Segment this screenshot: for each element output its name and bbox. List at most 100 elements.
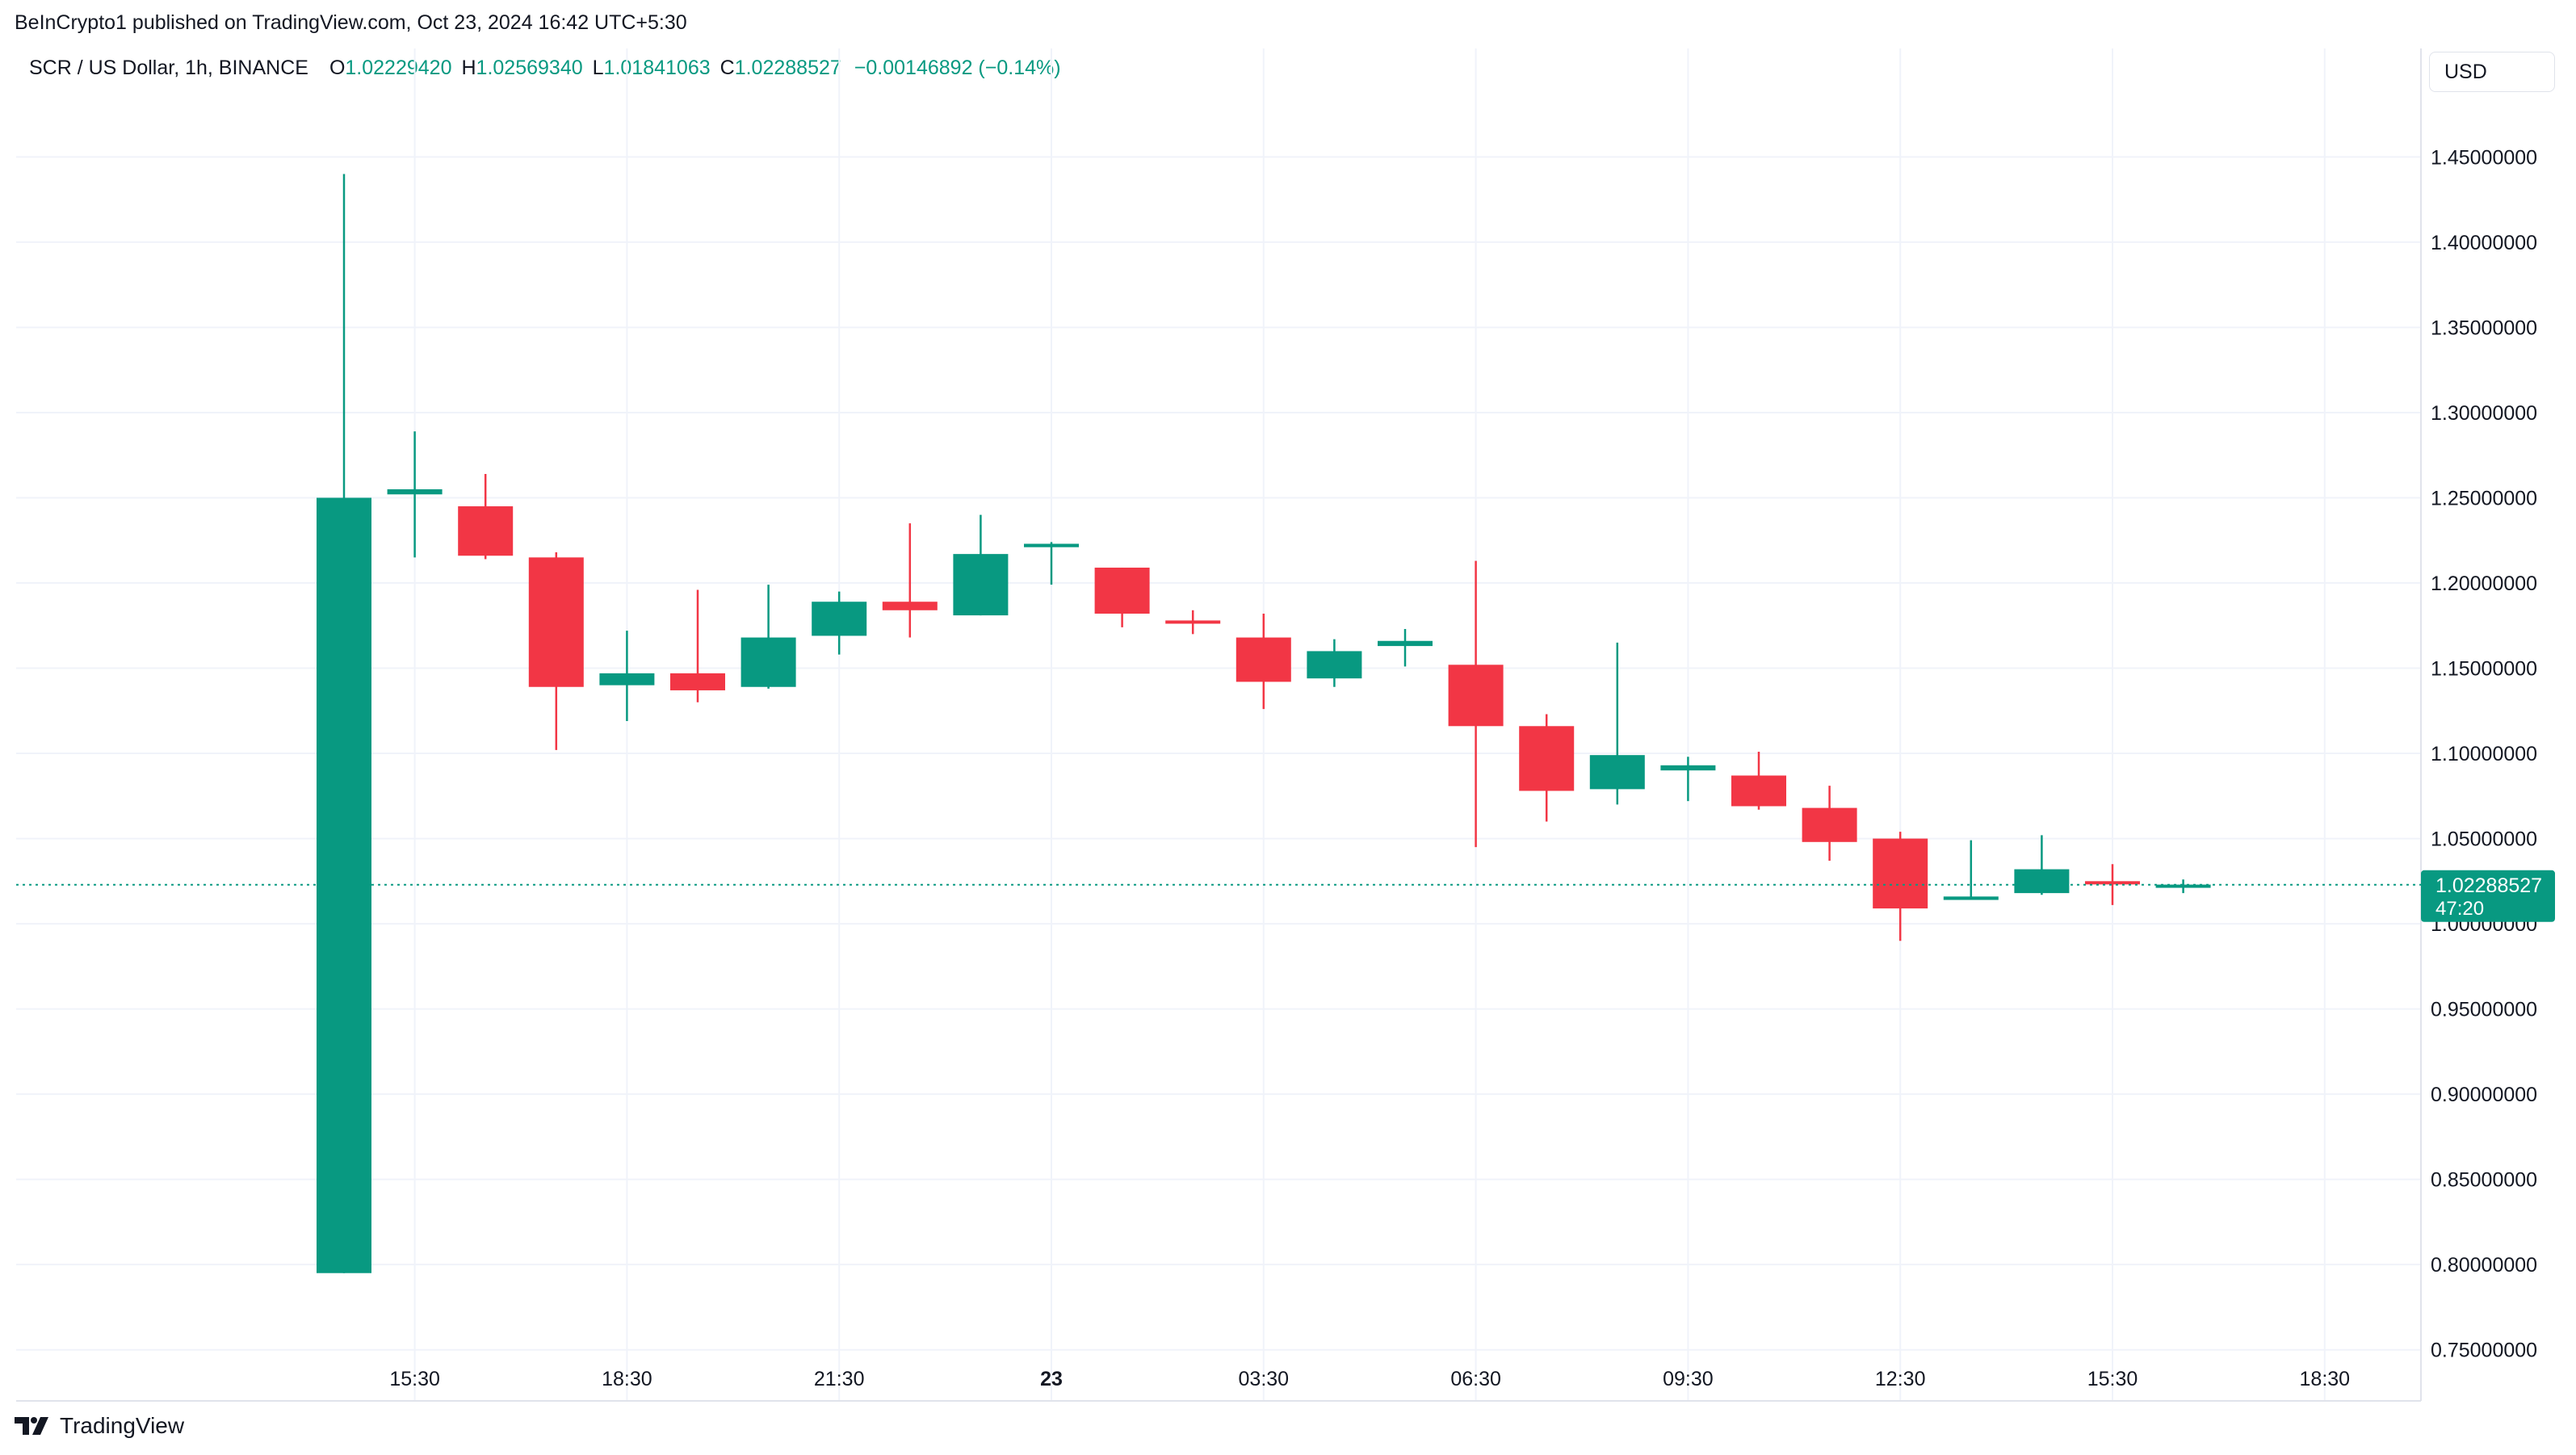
open-value: 1.02229420 <box>345 57 452 79</box>
y-tick-label: 1.35000000 <box>2431 317 2537 339</box>
y-tick-label: 1.40000000 <box>2431 232 2537 254</box>
candle-down <box>528 552 584 750</box>
y-tick-label: 1.05000000 <box>2431 828 2537 851</box>
currency-button[interactable]: USD <box>2429 52 2555 92</box>
candle-body <box>317 497 371 1273</box>
y-tick-label: 0.85000000 <box>2431 1169 2537 1192</box>
change-value: −0.00146892 (−0.14%) <box>854 57 1061 79</box>
high-value: 1.02569340 <box>476 57 583 79</box>
candle-body <box>670 673 725 690</box>
candle-body <box>1731 775 1786 807</box>
candle-body <box>387 488 443 495</box>
candle-body <box>1165 620 1221 624</box>
candle-down <box>882 523 938 638</box>
candle-body <box>2155 884 2211 888</box>
candle-body <box>1307 651 1362 679</box>
candle-body <box>953 554 1009 616</box>
high-label: H <box>461 57 476 79</box>
candle-down <box>670 589 725 702</box>
x-tick-label: 15:30 <box>2087 1368 2138 1390</box>
candle-up <box>812 591 867 655</box>
candle-body <box>1236 637 1291 682</box>
open-label: O <box>329 57 346 79</box>
publisher-caption: BeInCrypto1 published on TradingView.com… <box>15 11 687 34</box>
tradingview-brand: TradingView <box>60 1413 185 1438</box>
candle-up <box>1660 757 1716 802</box>
x-tick-label: 03:30 <box>1239 1368 1290 1390</box>
candle-up <box>317 174 371 1273</box>
x-tick-label: 12:30 <box>1875 1368 1926 1390</box>
low-label: L <box>592 57 604 79</box>
candle-up <box>1378 628 1433 667</box>
candle-down <box>1873 832 1928 941</box>
candle-body <box>458 506 514 556</box>
candle-body <box>882 602 938 610</box>
candle-body <box>2014 869 2070 894</box>
y-tick-label: 1.10000000 <box>2431 743 2537 765</box>
candle-up <box>2014 835 2070 895</box>
y-tick-label: 1.25000000 <box>2431 487 2537 509</box>
x-tick-label: 09:30 <box>1663 1368 1714 1390</box>
close-label: C <box>720 57 735 79</box>
candle-body <box>740 637 796 687</box>
candle-down <box>1519 714 1575 822</box>
symbol-title[interactable]: SCR / US Dollar, 1h, BINANCE <box>29 57 308 79</box>
candle-down <box>1094 568 1150 627</box>
candle-body <box>528 557 584 687</box>
candle-down <box>1448 560 1504 848</box>
candles <box>317 174 2211 1273</box>
y-tick-label: 1.20000000 <box>2431 572 2537 595</box>
candle-up <box>1024 542 1079 585</box>
x-tick-label: 21:30 <box>814 1368 865 1390</box>
candle-up <box>953 514 1009 616</box>
candle-down <box>1731 751 1786 810</box>
axes: 0.75000000 0.80000000 0.85000000 0.90000000… <box>16 48 2537 1402</box>
candle-down <box>2085 864 2140 905</box>
y-tick-label: 1.30000000 <box>2431 402 2537 425</box>
y-tick-label: 0.95000000 <box>2431 999 2537 1021</box>
x-tick-label: 06:30 <box>1450 1368 1501 1390</box>
low-value: 1.01841063 <box>603 57 711 79</box>
x-tick-label: 23 <box>1040 1368 1063 1390</box>
x-tick-label: 18:30 <box>602 1368 652 1390</box>
grid-lines <box>16 48 2421 1401</box>
candle-body <box>1873 838 1928 909</box>
candle-down <box>458 473 514 560</box>
candle-up <box>599 631 655 721</box>
candle-body <box>2085 881 2140 885</box>
candle-body <box>1589 755 1645 790</box>
candle-down <box>1236 614 1291 710</box>
candle-up <box>387 431 443 558</box>
y-tick-label: 0.80000000 <box>2431 1254 2537 1277</box>
y-tick-label: 1.15000000 <box>2431 658 2537 681</box>
candle-up <box>2155 879 2211 894</box>
candle-up <box>1307 639 1362 687</box>
bar-countdown: 47:20 <box>2435 898 2484 920</box>
tradingview-logo-icon <box>15 1417 48 1435</box>
y-tick-label: 1.45000000 <box>2431 146 2537 169</box>
candle-body <box>1094 568 1150 614</box>
candle-body <box>1943 896 1999 900</box>
candle-body <box>1802 807 1857 842</box>
candle-body <box>1024 543 1079 547</box>
candle-body <box>812 602 867 636</box>
last-price-badge <box>2421 870 2555 922</box>
candle-body <box>1660 765 1716 771</box>
symbol-legend: SCR / US Dollar, 1h, BINANCE O 1.02229420… <box>29 57 1061 80</box>
tradingview-footer[interactable]: TradingView <box>15 1413 184 1439</box>
x-tick-label: 18:30 <box>2300 1368 2351 1390</box>
candle-body <box>1448 665 1504 727</box>
candle-up <box>1943 840 1999 900</box>
y-tick-label: 0.90000000 <box>2431 1084 2537 1106</box>
candle-up <box>1589 642 1645 805</box>
x-tick-label: 15:30 <box>389 1368 440 1390</box>
candle-up <box>740 585 796 689</box>
candle-down <box>1802 786 1857 862</box>
candle-body <box>1519 726 1575 791</box>
candle-body <box>599 673 655 686</box>
candle-body <box>1378 640 1433 647</box>
y-tick-label: 0.75000000 <box>2431 1340 2537 1362</box>
last-price-value: 1.02288527 <box>2435 874 2542 897</box>
